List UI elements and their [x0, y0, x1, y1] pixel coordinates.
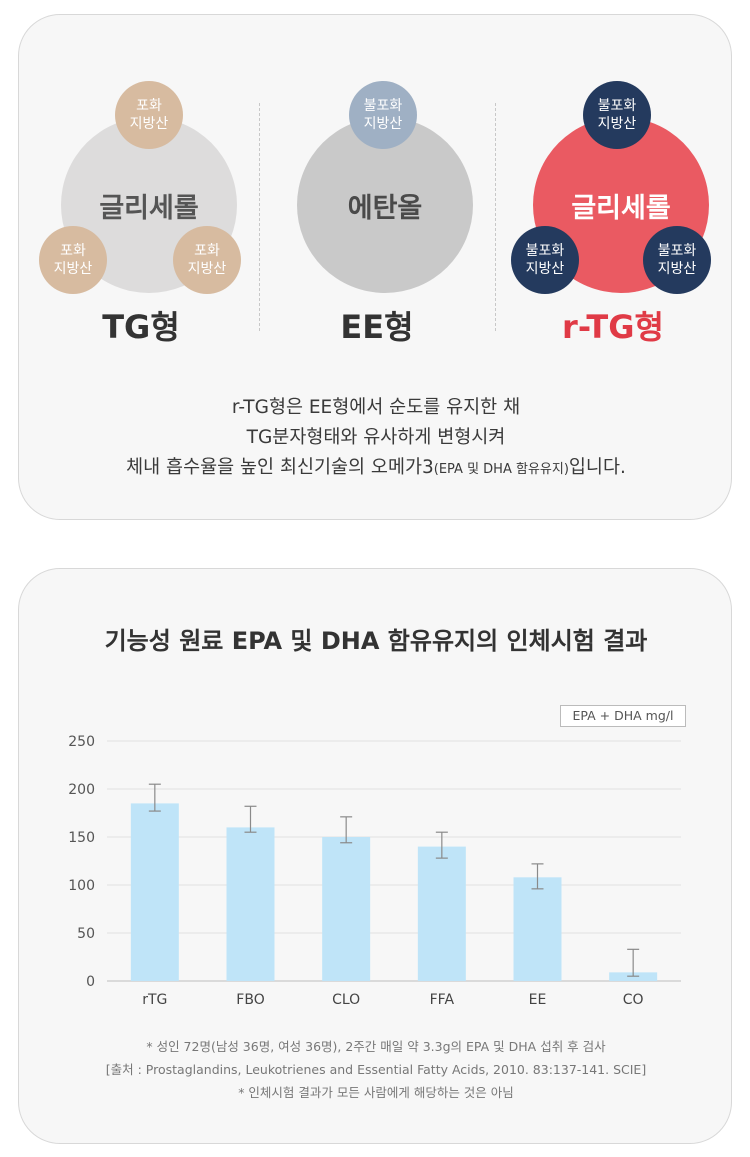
molecule-comparison-card: 글리세롤 포화 지방산 포화 지방산 포화 지방산 TG형 에탄올 불포화 지방…: [18, 14, 732, 520]
footnote-source: [출처 : Prostaglandins, Leukotrienes and E…: [105, 1062, 647, 1077]
y-tick-label: 250: [68, 734, 95, 750]
x-tick-label: EE: [529, 992, 547, 1008]
tg-fatty-acid-top: 포화 지방산: [115, 81, 183, 149]
rtg-description: r-TG형은 EE형에서 순도를 유지한 채 TG분자형태와 유사하게 변형시켜…: [19, 393, 733, 485]
footnote-2: * 인체시험 결과가 모든 사람에게 해당하는 것은 아님: [238, 1085, 514, 1100]
x-tick-label: rTG: [142, 992, 167, 1008]
column-divider: [495, 103, 496, 331]
bar-ee: [513, 877, 562, 981]
description-line-3: 체내 흡수율을 높인 최신기술의 오메가3(EPA 및 DHA 함유유지)입니다…: [19, 453, 733, 485]
x-tick-label: FFA: [430, 992, 455, 1008]
clinical-trial-chart-card: 기능성 원료 EPA 및 DHA 함유유지의 인체시험 결과 EPA + DHA…: [18, 568, 732, 1144]
footnote-1: * 성인 72명(남성 36명, 여성 36명), 2주간 매일 약 3.3g의…: [146, 1039, 606, 1054]
x-tick-label: FBO: [236, 992, 264, 1008]
bar-fbo: [226, 827, 275, 981]
rtg-type-label: r-TG형: [562, 308, 664, 346]
rtg-fatty-acid-left: 불포화 지방산: [511, 226, 579, 294]
tg-type-label: TG형: [102, 308, 180, 346]
description-line-2: TG분자형태와 유사하게 변형시켜: [246, 427, 506, 448]
bar-clo: [322, 837, 371, 981]
description-line-3-end: 입니다.: [568, 457, 626, 478]
ee-type-label: EE형: [340, 308, 414, 346]
bar-rtg: [130, 803, 179, 981]
tg-column: 글리세롤 포화 지방산 포화 지방산 포화 지방산 TG형: [25, 77, 257, 367]
tg-fatty-acid-left: 포화 지방산: [39, 226, 107, 294]
description-line-3-main: 체내 흡수율을 높인 최신기술의 오메가3: [126, 457, 434, 478]
tag-text: 포화 지방산: [187, 243, 227, 277]
y-tick-label: 50: [77, 926, 95, 942]
x-tick-label: CLO: [332, 992, 360, 1008]
column-divider: [259, 103, 260, 331]
tag-text: 포화 지방산: [129, 98, 169, 132]
rtg-fatty-acid-top: 불포화 지방산: [583, 81, 651, 149]
unit-label: EPA + DHA mg/l: [560, 705, 686, 727]
y-tick-label: 0: [86, 974, 95, 990]
ee-center-label: 에탄올: [347, 192, 423, 224]
ee-fatty-acid-top: 불포화 지방산: [349, 81, 417, 149]
x-tick-label: CO: [623, 992, 644, 1008]
description-line-3-note: (EPA 및 DHA 함유유지): [433, 462, 569, 477]
y-tick-label: 150: [68, 830, 95, 846]
tag-text: 불포화 지방산: [657, 243, 697, 277]
tag-text: 불포화 지방산: [363, 98, 403, 132]
tag-text: 불포화 지방산: [525, 243, 565, 277]
bar-ffa: [417, 846, 466, 981]
bar-chart: 250 200 150 100 50 0 rTG FBO CLO FFA EE CO: [68, 734, 681, 1008]
tg-center-label: 글리세롤: [99, 192, 199, 224]
tag-text: 불포화 지방산: [597, 98, 637, 132]
y-tick-label: 100: [68, 878, 95, 894]
ee-column: 에탄올 불포화 지방산 EE형: [261, 77, 493, 367]
rtg-column: 글리세롤 불포화 지방산 불포화 지방산 불포화 지방산 r-TG형: [497, 77, 729, 367]
tag-text: 포화 지방산: [53, 243, 93, 277]
ee-ethanol-circle: 에탄올: [297, 117, 473, 293]
tg-fatty-acid-right: 포화 지방산: [173, 226, 241, 294]
y-tick-label: 200: [68, 782, 95, 798]
rtg-fatty-acid-right: 불포화 지방산: [643, 226, 711, 294]
chart-title: 기능성 원료 EPA 및 DHA 함유유지의 인체시험 결과: [104, 627, 648, 655]
description-line-1: r-TG형은 EE형에서 순도를 유지한 채: [231, 397, 521, 418]
rtg-center-label: 글리세롤: [571, 192, 671, 224]
footnotes: * 성인 72명(남성 36명, 여성 36명), 2주간 매일 약 3.3g의…: [19, 1035, 733, 1104]
